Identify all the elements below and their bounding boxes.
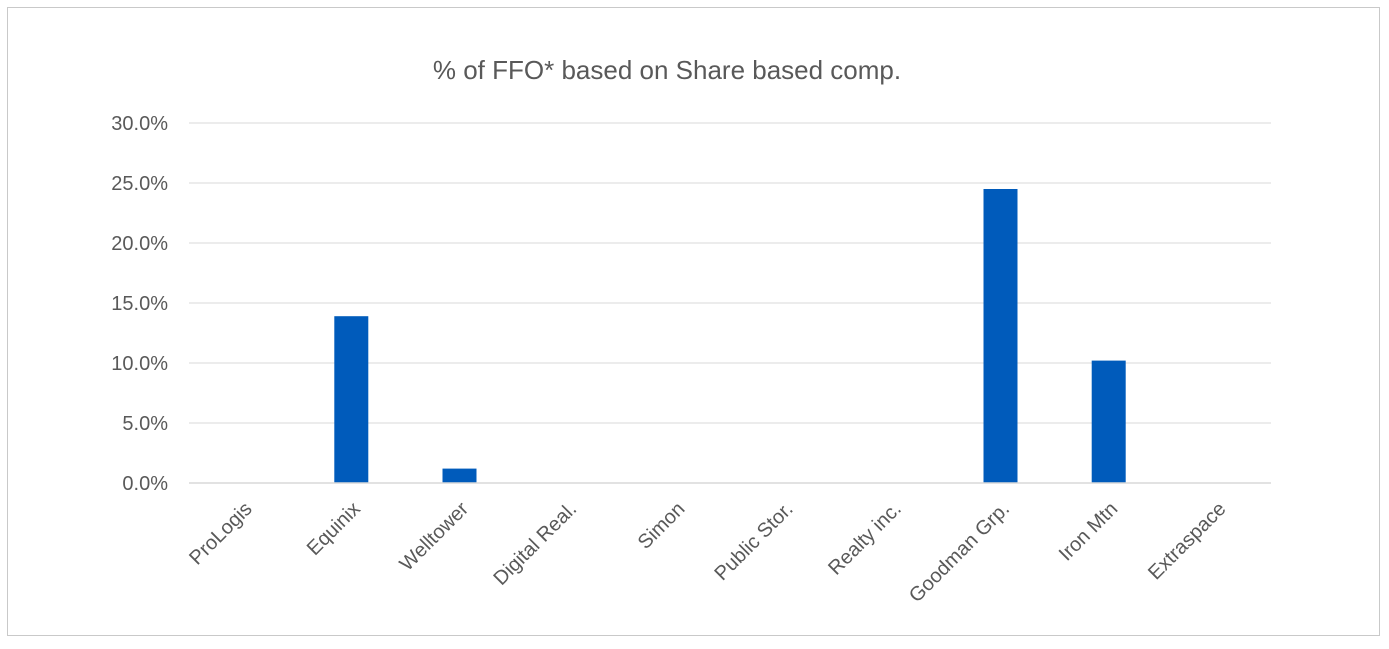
y-tick-label: 0.0%: [122, 473, 168, 495]
x-category-label: ProLogis: [185, 498, 256, 569]
x-category-label: Equinix: [303, 498, 365, 560]
x-category-label: Welltower: [396, 498, 474, 576]
bars: [334, 189, 1126, 483]
x-category-label: Digital Real.: [489, 498, 581, 590]
x-category-label: Goodman Grp.: [905, 498, 1014, 607]
bar-iron-mtn: [1091, 360, 1126, 483]
y-tick-label: 25.0%: [111, 173, 168, 195]
y-tick-label: 10.0%: [111, 353, 168, 375]
x-category-label: Realty inc.: [824, 498, 906, 580]
x-category-label: Public Stor.: [711, 498, 798, 585]
chart-title: % of FFO* based on Share based comp.: [433, 55, 901, 85]
y-tick-label: 30.0%: [111, 113, 168, 135]
y-tick-label: 15.0%: [111, 293, 168, 315]
x-axis-category-labels: ProLogis Equinix Welltower Digital Real. Sim…: [185, 498, 1230, 607]
bar-goodman-grp: [983, 189, 1018, 483]
bar-equinix: [334, 316, 369, 483]
bar-chart: % of FFO* based on Share based comp. 0.0…: [111, 55, 1271, 607]
gridlines: [189, 122, 1271, 424]
y-tick-label: 5.0%: [122, 413, 168, 435]
y-tick-label: 20.0%: [111, 233, 168, 255]
chart-frame: % of FFO* based on Share based comp. 0.0…: [7, 7, 1380, 636]
x-category-label: Extraspace: [1144, 498, 1230, 584]
bar-welltower: [442, 468, 477, 483]
x-category-label: Simon: [634, 498, 690, 554]
x-category-label: Iron Mtn: [1055, 498, 1122, 565]
y-axis-tick-labels: 0.0% 5.0% 10.0% 15.0% 20.0% 25.0% 30.0%: [111, 113, 168, 495]
